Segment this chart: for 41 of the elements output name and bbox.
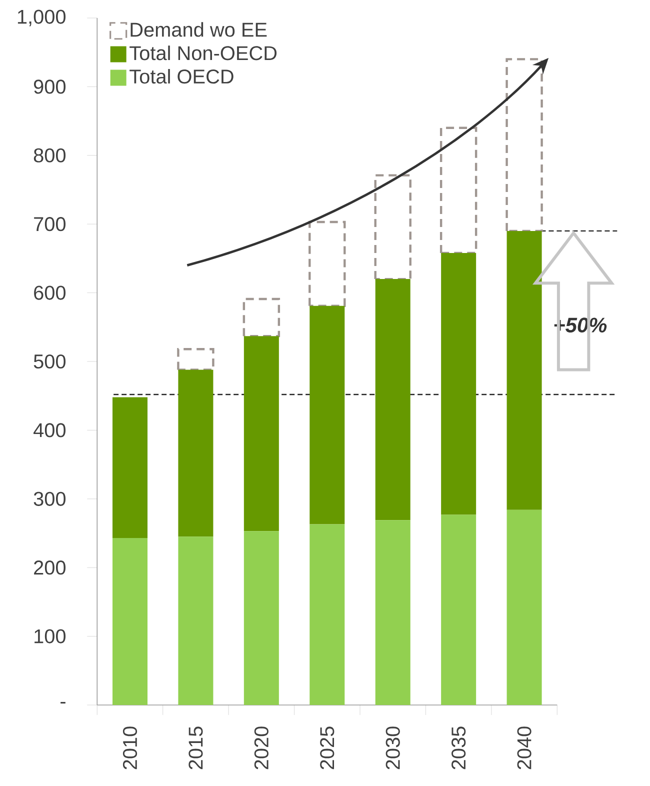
x-tick-label: 2020: [254, 726, 268, 770]
y-tick-label: 800: [34, 148, 66, 162]
bar: [112, 397, 148, 538]
x-tick-label: 2015: [188, 726, 203, 770]
bar: [441, 514, 476, 705]
bar: [178, 536, 214, 705]
bar: [441, 252, 476, 515]
x-tick-label: 2025: [320, 726, 334, 770]
x-tick-label: 2010: [122, 726, 138, 770]
x-tick-label: 2035: [452, 726, 466, 770]
bar: [177, 348, 214, 371]
y-tick-label: 1,000: [18, 10, 66, 26]
bar: [308, 220, 346, 307]
bar: [112, 538, 148, 705]
bar: [242, 298, 280, 338]
bar: [310, 306, 345, 524]
x-tick-label: 2030: [386, 726, 400, 770]
bar: [506, 510, 542, 705]
legend-label: Total Non-OECD: [130, 46, 277, 60]
y-tick-label: 400: [34, 423, 66, 438]
y-tick-label: 300: [34, 492, 66, 506]
y-tick-label: 100: [34, 629, 66, 644]
y-tick-label: 700: [34, 217, 66, 232]
bar: [506, 58, 543, 232]
x-tick-label: 2040: [517, 726, 532, 770]
y-tick-label: 600: [34, 286, 66, 300]
bar: [244, 336, 279, 532]
bar: [440, 126, 478, 254]
bar: [375, 520, 410, 705]
bar: [244, 531, 279, 705]
bar: [310, 524, 345, 705]
bar: [375, 279, 410, 520]
y-tick-label: -: [60, 702, 66, 704]
bar: [374, 174, 412, 280]
bar: [178, 370, 214, 537]
y-tick-label: 200: [34, 560, 66, 575]
y-tick-label: 900: [34, 80, 66, 94]
legend-label: Total OECD: [130, 69, 234, 84]
legend-label: Demand wo EE: [130, 22, 267, 37]
bar: [506, 230, 542, 510]
y-tick-label: 500: [34, 354, 66, 369]
